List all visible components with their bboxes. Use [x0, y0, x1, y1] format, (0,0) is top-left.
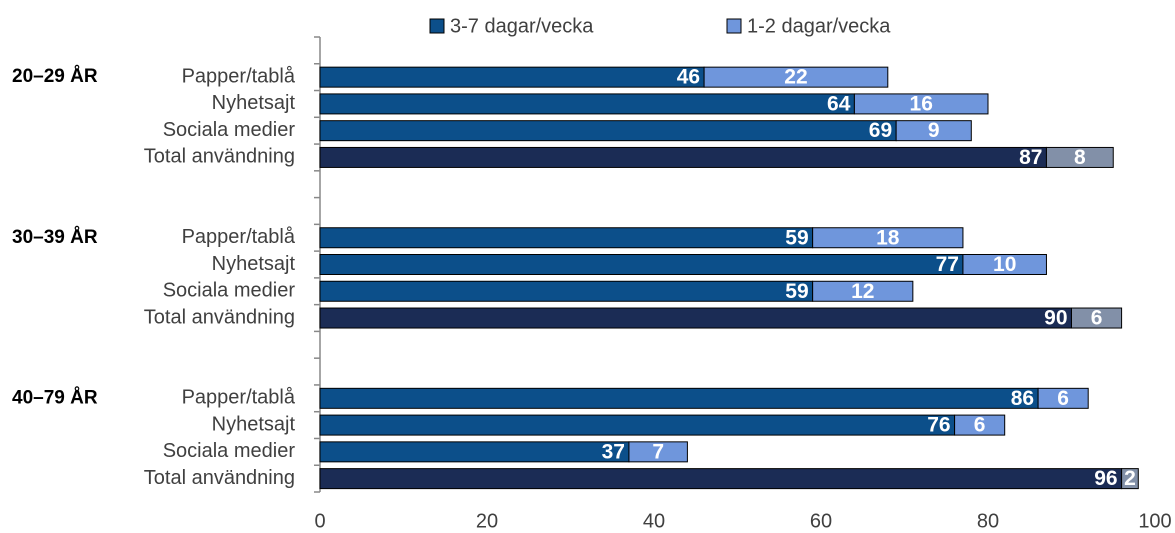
value-label: 86 [1011, 387, 1034, 410]
value-label: 87 [1019, 146, 1042, 169]
value-label: 77 [936, 253, 959, 276]
bar [1037, 387, 1089, 409]
y-tick-label: Nyhetsajt [212, 413, 296, 435]
group-label: 30–39 ÅR [12, 227, 98, 248]
bar [812, 280, 914, 302]
bar [319, 146, 1047, 168]
y-tick-label: Papper/tablå [182, 387, 296, 409]
group-label: 40–79 ÅR [12, 387, 98, 408]
x-tick-label: 80 [977, 510, 999, 532]
x-tick-label: 100 [1138, 510, 1171, 532]
bar [319, 307, 1072, 329]
bar [319, 280, 814, 302]
group-label: 20–29 ÅR [12, 66, 98, 87]
value-label: 90 [1044, 307, 1067, 330]
value-label: 69 [869, 119, 892, 142]
x-tick-label: 60 [810, 510, 832, 532]
bar [319, 66, 705, 88]
value-label: 16 [910, 92, 933, 115]
legend-label: 1-2 dagar/vecka [747, 15, 891, 37]
bar [895, 120, 972, 142]
value-label: 7 [652, 440, 664, 463]
bar [319, 120, 897, 142]
bar [628, 441, 688, 463]
x-tick-label: 0 [314, 510, 325, 532]
bar [962, 254, 1047, 275]
x-tick-label: 40 [643, 510, 665, 532]
value-label: 64 [827, 92, 851, 115]
bar [319, 227, 814, 249]
bar [319, 414, 956, 436]
value-label: 46 [677, 66, 700, 89]
bar [954, 414, 1006, 436]
legend-swatch [726, 18, 742, 34]
y-tick-label: Sociala medier [163, 440, 296, 462]
bar [319, 254, 964, 275]
y-tick-label: Nyhetsajt [212, 92, 296, 114]
y-tick-label: Total användning [144, 146, 295, 168]
bar [853, 93, 989, 115]
value-label: 6 [974, 414, 986, 437]
y-tick-label: Total användning [144, 306, 295, 328]
value-label: 12 [851, 280, 874, 303]
bar [1071, 307, 1123, 329]
value-label: 18 [876, 226, 900, 249]
legend-swatch [429, 18, 445, 34]
bar [703, 66, 889, 88]
legend-label: 3-7 dagar/vecka [450, 15, 594, 37]
y-tick-label: Papper/tablå [182, 226, 296, 248]
y-tick-label: Nyhetsajt [212, 253, 296, 275]
value-label: 6 [1091, 307, 1103, 330]
value-label: 9 [928, 119, 940, 142]
bar [319, 441, 630, 463]
value-label: 59 [785, 226, 808, 249]
bar [319, 93, 855, 115]
value-label: 8 [1074, 146, 1086, 169]
y-tick-label: Papper/tablå [182, 65, 296, 87]
bar [319, 468, 1123, 490]
y-tick-label: Sociala medier [163, 119, 296, 141]
bar [812, 227, 964, 249]
y-tick-label: Sociala medier [163, 280, 296, 302]
value-label: 76 [927, 414, 950, 437]
y-tick-label: Total användning [144, 467, 295, 489]
value-label: 22 [784, 66, 807, 89]
bar [319, 387, 1039, 409]
x-tick-label: 20 [476, 510, 498, 532]
bar [1121, 468, 1139, 490]
value-label: 96 [1094, 467, 1117, 490]
value-label: 37 [602, 440, 625, 463]
bar [1045, 146, 1114, 168]
value-label: 59 [785, 280, 808, 303]
value-label: 6 [1057, 387, 1069, 410]
value-label: 2 [1124, 467, 1136, 490]
value-label: 10 [993, 253, 1016, 276]
